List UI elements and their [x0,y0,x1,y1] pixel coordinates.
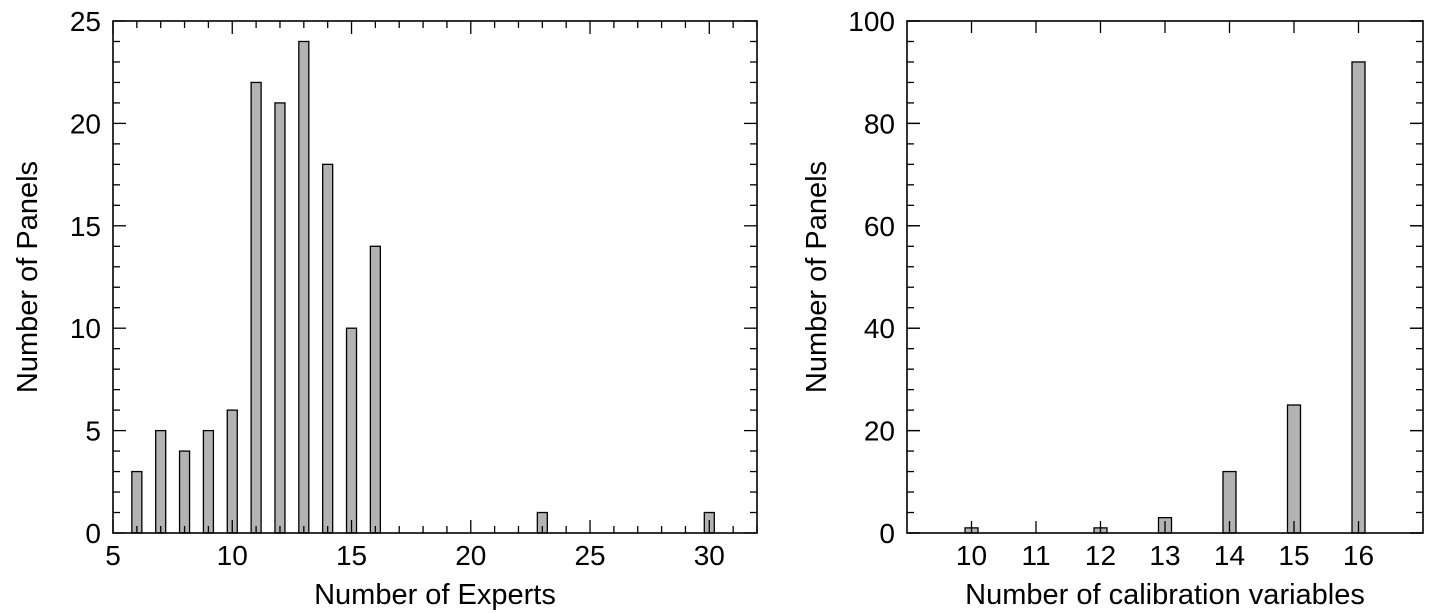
x-tick-label: 15 [1278,540,1309,571]
calibration-variables-histogram: 10 11 12 13 14 15 16 0 20 40 60 80 100 Number of cali… [801,6,1424,611]
x-tick-label: 13 [1149,540,1180,571]
bar-experts-13 [298,40,310,534]
plot-frame [906,20,1424,534]
x-tick-label: 16 [1343,540,1374,571]
y-tick-label: 25 [70,6,101,37]
x-tick-label: 20 [455,540,486,571]
x-tick-label: 10 [217,540,248,571]
y-tick-label: 20 [864,416,895,447]
x-tick-label: 25 [574,540,605,571]
x-axis-title: Number of Experts [314,579,556,611]
bar-experts-6 [131,470,143,534]
y-tick-label: 40 [864,313,895,344]
bar-experts-14 [322,163,334,534]
x-tick-label: 14 [1214,540,1245,571]
bar-calibration-15 [1286,404,1302,534]
x-tick-label: 12 [1085,540,1116,571]
bar-experts-11 [250,81,262,534]
y-tick-label: 5 [85,416,101,447]
x-tick-label: 15 [336,540,367,571]
bar-experts-15 [345,327,358,534]
plot-frame [112,20,758,534]
bar-calibration-16 [1351,61,1366,534]
x-axis-title: Number of calibration variables [965,579,1365,611]
y-tick-label: 15 [70,211,101,242]
x-tick-label: 10 [956,540,987,571]
bar-experts-7 [155,429,167,534]
y-tick-label: 0 [879,518,895,549]
x-tick-label: 30 [694,540,725,571]
y-tick-label: 10 [70,313,101,344]
y-axis-title: Number of Panels [12,161,44,393]
y-tick-label: 20 [70,108,101,139]
y-tick-label: 0 [85,518,101,549]
y-tick-label: 60 [864,211,895,242]
bar-experts-8 [178,450,191,534]
bar-experts-10 [226,409,238,534]
y-tick-label: 80 [864,108,895,139]
y-axis-title: Number of Panels [801,161,833,393]
bar-experts-16 [369,245,382,534]
bar-experts-9 [202,429,215,534]
y-tick-label: 100 [848,6,895,37]
bar-experts-12 [274,102,286,534]
x-tick-label: 11 [1021,540,1050,571]
x-tick-label: 5 [105,540,121,571]
